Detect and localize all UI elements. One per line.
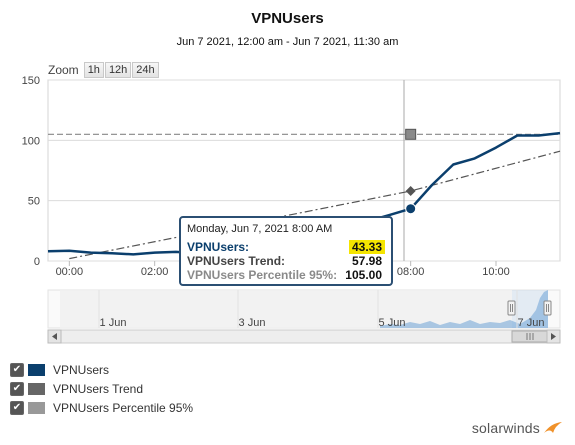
zoom-24h-button[interactable]: 24h bbox=[132, 62, 159, 78]
brand-name: solarwinds bbox=[471, 420, 540, 436]
percentile-marker bbox=[405, 128, 417, 140]
y-tick-label: 50 bbox=[28, 196, 40, 208]
tooltip: Monday, Jun 7, 2021 8:00 AM VPNUsers: 43… bbox=[179, 216, 393, 286]
navigator-series bbox=[380, 290, 548, 328]
navigator-mask bbox=[60, 290, 512, 328]
grid bbox=[48, 79, 560, 262]
chart-subtitle: Jun 7 2021, 12:00 am - Jun 7 2021, 11:30… bbox=[176, 36, 399, 48]
zoom-1h-button[interactable]: 1h bbox=[83, 62, 104, 78]
checkbox-icon[interactable]: ✔ bbox=[10, 362, 24, 377]
tooltip-value: 105.00 bbox=[345, 268, 382, 282]
legend-swatch bbox=[28, 401, 45, 414]
solarwinds-bird-icon bbox=[544, 422, 562, 433]
legend: ✔ VPNUsers ✔ VPNUsers Trend ✔ VPNUsers P… bbox=[10, 360, 193, 417]
navigator-label: 5 Jun bbox=[379, 317, 406, 329]
tooltip-label: VPNUsers Trend: bbox=[187, 254, 286, 268]
tooltip-label: VPNUsers Percentile 95%: bbox=[187, 268, 338, 282]
zoom-12h-button[interactable]: 12h bbox=[104, 62, 132, 78]
checkbox-icon[interactable]: ✔ bbox=[10, 381, 24, 396]
scrollbar[interactable] bbox=[47, 329, 561, 344]
tooltip-date: Monday, Jun 7, 2021 8:00 AM bbox=[187, 223, 333, 235]
checkbox-icon[interactable]: ✔ bbox=[10, 400, 24, 415]
trend-marker bbox=[405, 186, 416, 197]
legend-item-percentile[interactable]: ✔ VPNUsers Percentile 95% bbox=[10, 398, 193, 417]
y-axis: 0 50 100 150 bbox=[22, 75, 40, 268]
navigator-label: 7 Jun bbox=[518, 317, 545, 329]
vpnusers-marker bbox=[405, 203, 417, 215]
brand-logo: solarwinds bbox=[472, 420, 563, 436]
scrollbar-track[interactable] bbox=[47, 329, 561, 344]
legend-item-vpnusers[interactable]: ✔ VPNUsers bbox=[10, 360, 193, 379]
legend-swatch bbox=[28, 382, 45, 395]
tooltip-row-vpnusers: VPNUsers: 43.33 bbox=[187, 240, 385, 254]
chart-title: VPNUsers bbox=[251, 10, 324, 27]
y-tick-label: 100 bbox=[22, 135, 40, 147]
tooltip-value: 57.98 bbox=[351, 254, 382, 268]
navigator-labels: 1 Jun 3 Jun 5 Jun 7 Jun bbox=[98, 290, 545, 329]
zoom-bar: Zoom 1h 12h 24h bbox=[48, 61, 160, 79]
navigator-handle-left[interactable] bbox=[507, 300, 516, 316]
legend-item-trend[interactable]: ✔ VPNUsers Trend bbox=[10, 379, 193, 398]
legend-label: VPNUsers Trend bbox=[53, 381, 144, 396]
tooltip-row-trend: VPNUsers Trend: 57.98 bbox=[187, 254, 385, 268]
x-tick-label: 00:00 bbox=[56, 266, 84, 278]
tooltip-value: 43.33 bbox=[348, 240, 385, 254]
x-tick-label: 02:00 bbox=[141, 266, 169, 278]
chevron-left-icon bbox=[52, 333, 57, 340]
markers bbox=[405, 128, 417, 215]
navigator-label: 3 Jun bbox=[239, 317, 266, 329]
x-tick-label: 08:00 bbox=[397, 266, 425, 278]
chevron-right-icon bbox=[551, 333, 556, 340]
y-tick-label: 150 bbox=[22, 75, 40, 87]
navigator[interactable]: 1 Jun 3 Jun 5 Jun 7 Jun bbox=[47, 289, 561, 329]
zoom-label: Zoom bbox=[48, 63, 79, 77]
x-tick-label: 10:00 bbox=[482, 266, 510, 278]
y-tick-label: 0 bbox=[34, 256, 40, 268]
navigator-handle-right[interactable] bbox=[543, 300, 552, 316]
navigator-label: 1 Jun bbox=[100, 317, 127, 329]
tooltip-row-percentile: VPNUsers Percentile 95%: 105.00 bbox=[187, 268, 385, 282]
legend-label: VPNUsers Percentile 95% bbox=[53, 400, 194, 415]
tooltip-label: VPNUsers: bbox=[187, 240, 250, 254]
legend-swatch bbox=[28, 363, 45, 376]
legend-label: VPNUsers bbox=[53, 362, 110, 377]
